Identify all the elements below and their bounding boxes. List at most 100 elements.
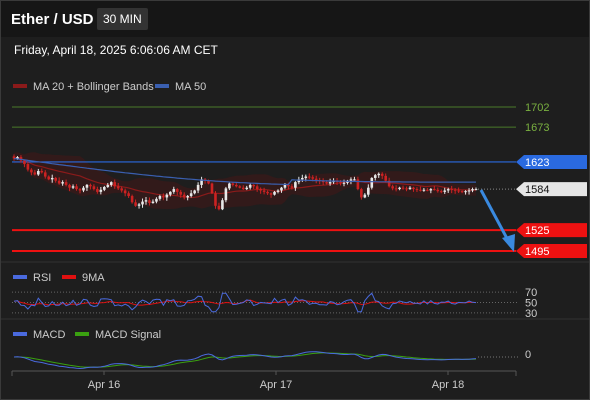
candle-body bbox=[193, 190, 196, 194]
level-label: 1702 bbox=[525, 102, 549, 114]
ma50-line bbox=[13, 157, 476, 186]
candle-body bbox=[394, 188, 398, 190]
candle-body bbox=[50, 177, 54, 180]
level-label: 1525 bbox=[525, 225, 549, 237]
rsi-legend-label: RSI bbox=[33, 272, 51, 284]
macd-signal-legend-swatch bbox=[75, 332, 89, 336]
candle-body bbox=[235, 184, 238, 187]
candle-body bbox=[384, 175, 387, 181]
candle-body bbox=[103, 187, 106, 190]
candle-body bbox=[189, 193, 193, 197]
rsi-level-label: 30 bbox=[525, 308, 537, 320]
candle-body bbox=[255, 186, 259, 190]
candle-body bbox=[443, 190, 447, 192]
candle-body bbox=[228, 183, 231, 189]
candle-body bbox=[155, 198, 158, 202]
candle-body bbox=[179, 191, 183, 195]
candle-body bbox=[141, 201, 144, 205]
candle-body bbox=[245, 187, 249, 190]
candle-body bbox=[68, 184, 71, 188]
candle-body bbox=[450, 189, 453, 191]
candle-body bbox=[151, 201, 155, 203]
rsi-legend-swatch bbox=[13, 275, 27, 279]
candle-body bbox=[401, 187, 405, 189]
level-tag bbox=[516, 244, 587, 258]
candle-body bbox=[148, 200, 151, 203]
candle-body bbox=[311, 177, 315, 179]
candle-body bbox=[75, 186, 78, 190]
candle-body bbox=[61, 182, 64, 184]
level-label: 1495 bbox=[525, 246, 549, 258]
candle-body bbox=[134, 202, 137, 206]
candle-body bbox=[23, 160, 26, 165]
candle-body bbox=[363, 194, 367, 198]
current-price-tag bbox=[516, 182, 587, 197]
candle-body bbox=[377, 173, 381, 176]
top-bar: Ether / USD 30 MIN bbox=[1, 1, 589, 37]
ma50-legend-swatch bbox=[155, 84, 169, 88]
macd-zero-label: 0 bbox=[525, 349, 531, 361]
candle-body bbox=[158, 196, 162, 199]
candle-body bbox=[169, 191, 172, 195]
candle-body bbox=[339, 182, 342, 184]
candle-body bbox=[238, 186, 242, 188]
timeframe-button[interactable]: 30 MIN bbox=[97, 8, 148, 30]
candle-body bbox=[464, 191, 467, 193]
rsi-level-label: 70 bbox=[525, 287, 537, 299]
macd-line bbox=[13, 351, 477, 370]
candle-body bbox=[294, 182, 297, 188]
candle-body bbox=[412, 187, 415, 190]
candle-body bbox=[387, 180, 391, 187]
level-tag bbox=[516, 154, 587, 169]
candle-body bbox=[446, 189, 450, 191]
current-price-label: 1584 bbox=[525, 184, 549, 196]
candle-body bbox=[172, 189, 176, 192]
candle-body bbox=[217, 205, 221, 210]
candle-body bbox=[290, 186, 294, 188]
forecast-arrow-head bbox=[502, 234, 515, 252]
rsi-line bbox=[13, 292, 477, 313]
candle-body bbox=[96, 189, 99, 192]
candle-body bbox=[43, 172, 47, 177]
candle-body bbox=[144, 200, 148, 202]
candle-body bbox=[314, 178, 318, 181]
candle-body bbox=[130, 196, 134, 203]
candle-body bbox=[12, 156, 16, 159]
candle-body bbox=[453, 189, 457, 191]
candle-body bbox=[207, 180, 210, 184]
candle-body bbox=[360, 189, 363, 198]
candle-body bbox=[182, 194, 186, 198]
level-label: 1673 bbox=[525, 122, 549, 134]
candle-body bbox=[433, 189, 436, 191]
candle-body bbox=[422, 189, 426, 191]
candle-body bbox=[252, 184, 255, 187]
candle-body bbox=[37, 171, 40, 175]
candle-body bbox=[40, 171, 44, 173]
candle-body bbox=[273, 191, 276, 195]
rsi-level-label: 50 bbox=[525, 298, 537, 310]
candle-body bbox=[391, 186, 394, 189]
candle-body bbox=[137, 204, 141, 206]
macd-signal-legend-label: MACD Signal bbox=[95, 329, 161, 341]
candle-body bbox=[353, 179, 356, 181]
candle-body bbox=[82, 187, 85, 191]
candle-body bbox=[78, 189, 82, 191]
candle-body bbox=[373, 175, 377, 178]
candle-body bbox=[370, 177, 374, 188]
candle-body bbox=[224, 188, 228, 201]
candle-body bbox=[287, 184, 290, 187]
candle-body bbox=[474, 189, 478, 191]
candle-body bbox=[89, 184, 92, 187]
rsi-ma-legend-swatch bbox=[62, 275, 76, 279]
candle-body bbox=[16, 157, 19, 159]
candle-body bbox=[408, 187, 412, 190]
candle-body bbox=[186, 196, 189, 198]
candle-body bbox=[92, 186, 96, 190]
candle-body bbox=[26, 164, 30, 170]
candle-body bbox=[457, 190, 460, 192]
ma20-legend-label: MA 20 + Bollinger Bands bbox=[33, 81, 154, 93]
candle-body bbox=[123, 190, 127, 194]
macd-legend-swatch bbox=[13, 332, 27, 336]
candle-body bbox=[214, 193, 217, 206]
